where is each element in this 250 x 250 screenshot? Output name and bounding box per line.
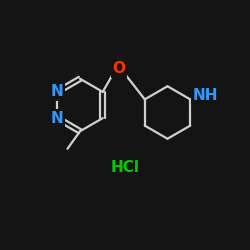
Text: N: N [51,84,64,100]
Text: HCl: HCl [110,160,140,175]
Text: NH: NH [193,88,218,103]
Text: O: O [112,61,125,76]
Text: N: N [51,110,64,126]
